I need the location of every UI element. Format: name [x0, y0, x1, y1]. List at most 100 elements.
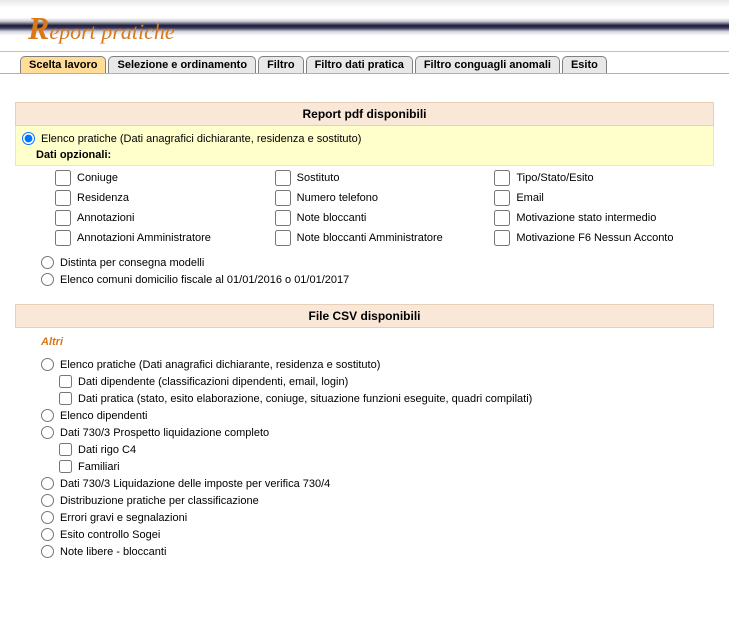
tab-filtro-conguagli-anomali[interactable]: Filtro conguagli anomali: [415, 56, 560, 73]
checkbox-dati-pratica-stato-esito-elabo[interactable]: [59, 392, 72, 405]
checkbox-label: Note bloccanti Amministratore: [297, 232, 443, 244]
checkbox-label: Motivazione stato intermedio: [516, 212, 656, 224]
radio-row: Dati 730/3 Prospetto liquidazione comple…: [41, 424, 714, 441]
radio-row: Distinta per consegna modelli: [15, 254, 714, 271]
csv-items: Elenco pratiche (Dati anagrafici dichiar…: [15, 352, 714, 564]
radio-esito-controllo-sogei[interactable]: [41, 528, 54, 541]
radio-label: Note libere - bloccanti: [60, 546, 166, 558]
radio-elenco-comuni-domicilio-fiscal[interactable]: [41, 273, 54, 286]
checkbox-dati-dipendente-classificazion[interactable]: [59, 375, 72, 388]
checkbox-annotazioni[interactable]: [55, 210, 71, 226]
radio-elenco-pratiche-pdf[interactable]: [22, 132, 35, 145]
radio-row: Errori gravi e segnalazioni: [41, 509, 714, 526]
radio-row: Elenco comuni domicilio fiscale al 01/01…: [15, 271, 714, 288]
radio-label: Elenco pratiche (Dati anagrafici dichiar…: [41, 133, 361, 145]
radio-distinta-per-consegna-modelli[interactable]: [41, 256, 54, 269]
checkbox-row: Familiari: [59, 458, 714, 475]
title-cap: R: [28, 10, 49, 46]
checkbox-row: Dati rigo C4: [59, 441, 714, 458]
tab-esito[interactable]: Esito: [562, 56, 607, 73]
col-2: Sostituto Numero telefono Note bloccanti No…: [275, 168, 495, 248]
checkbox-tipo-stato-esito[interactable]: [494, 170, 510, 186]
radio-row: Elenco dipendenti: [41, 407, 714, 424]
option-row: Annotazioni Amministratore: [55, 228, 275, 248]
radio-row: Elenco pratiche (Dati anagrafici dichiar…: [41, 356, 714, 373]
checkbox-label: Annotazioni Amministratore: [77, 232, 211, 244]
radio-label: Dati 730/3 Prospetto liquidazione comple…: [60, 427, 269, 439]
option-row: Coniuge: [55, 168, 275, 188]
checkbox-row: Dati dipendente (classificazioni dipende…: [59, 373, 714, 390]
radio-label: Elenco pratiche (Dati anagrafici dichiar…: [60, 359, 380, 371]
option-row: Numero telefono: [275, 188, 495, 208]
option-row: Annotazioni: [55, 208, 275, 228]
csv-section-header: File CSV disponibili: [15, 304, 714, 328]
checkbox-numero-telefono[interactable]: [275, 190, 291, 206]
pdf-main-option: Elenco pratiche (Dati anagrafici dichiar…: [15, 126, 714, 166]
checkbox-label: Dati rigo C4: [78, 444, 136, 456]
checkbox-label: Tipo/Stato/Esito: [516, 172, 593, 184]
tab-filtro-dati-pratica[interactable]: Filtro dati pratica: [306, 56, 413, 73]
title-rest: eport pratiche: [49, 19, 174, 44]
radio-label: Elenco dipendenti: [60, 410, 147, 422]
checkbox-row: Dati pratica (stato, esito elaborazione,…: [59, 390, 714, 407]
radio-row: Esito controllo Sogei: [41, 526, 714, 543]
header: Report pratiche: [0, 0, 729, 52]
radio-note-libere-bloccanti[interactable]: [41, 545, 54, 558]
option-row: Note bloccanti: [275, 208, 495, 228]
checkbox-label: Email: [516, 192, 544, 204]
option-row: Motivazione F6 Nessun Acconto: [494, 228, 714, 248]
checkbox-label: Dati dipendente (classificazioni dipende…: [78, 376, 348, 388]
option-row: Motivazione stato intermedio: [494, 208, 714, 228]
radio-elenco-dipendenti[interactable]: [41, 409, 54, 422]
page-title: Report pratiche: [28, 10, 175, 47]
radio-distribuzione-pratiche-per-cla[interactable]: [41, 494, 54, 507]
col-1: Coniuge Residenza Annotazioni Annotazioni A…: [55, 168, 275, 248]
checkbox-sostituto[interactable]: [275, 170, 291, 186]
radio-row: Distribuzione pratiche per classificazio…: [41, 492, 714, 509]
option-row: Residenza: [55, 188, 275, 208]
tab-filtro[interactable]: Filtro: [258, 56, 304, 73]
checkbox-label: Note bloccanti: [297, 212, 367, 224]
radio-errori-gravi-e-segnalazioni[interactable]: [41, 511, 54, 524]
checkbox-label: Residenza: [77, 192, 129, 204]
radio-label: Dati 730/3 Liquidazione delle imposte pe…: [60, 478, 330, 490]
radio-dati-730-3-liquidazione-delle-[interactable]: [41, 477, 54, 490]
radio-elenco-pratiche-dati-anagrafic[interactable]: [41, 358, 54, 371]
option-row: Email: [494, 188, 714, 208]
checkbox-note-bloccanti-amministratore[interactable]: [275, 230, 291, 246]
checkbox-label: Motivazione F6 Nessun Acconto: [516, 232, 673, 244]
checkbox-motivazione-f6-nessun-acconto[interactable]: [494, 230, 510, 246]
checkbox-dati-rigo-c4[interactable]: [59, 443, 72, 456]
tab-selezione-e-ordinamento[interactable]: Selezione e ordinamento: [108, 56, 256, 73]
option-row: Note bloccanti Amministratore: [275, 228, 495, 248]
checkbox-label: Familiari: [78, 461, 120, 473]
optional-columns: Coniuge Residenza Annotazioni Annotazioni A…: [55, 168, 714, 248]
radio-label: Errori gravi e segnalazioni: [60, 512, 187, 524]
radio-row: Dati 730/3 Liquidazione delle imposte pe…: [41, 475, 714, 492]
checkbox-label: Numero telefono: [297, 192, 378, 204]
checkbox-note-bloccanti[interactable]: [275, 210, 291, 226]
radio-label: Distinta per consegna modelli: [60, 257, 204, 269]
radio-dati-730-3-prospetto-liquidazi[interactable]: [41, 426, 54, 439]
radio-row: Note libere - bloccanti: [41, 543, 714, 560]
checkbox-annotazioni-amministratore[interactable]: [55, 230, 71, 246]
radio-label: Elenco comuni domicilio fiscale al 01/01…: [60, 274, 349, 286]
dati-opzionali-label: Dati opzionali:: [36, 149, 707, 161]
pdf-section-header: Report pdf disponibili: [15, 102, 714, 126]
checkbox-motivazione-stato-intermedio[interactable]: [494, 210, 510, 226]
checkbox-label: Sostituto: [297, 172, 340, 184]
checkbox-residenza[interactable]: [55, 190, 71, 206]
radio-label: Distribuzione pratiche per classificazio…: [60, 495, 259, 507]
checkbox-familiari[interactable]: [59, 460, 72, 473]
radio-label: Esito controllo Sogei: [60, 529, 160, 541]
option-row: Sostituto: [275, 168, 495, 188]
tabs: Scelta lavoroSelezione e ordinamentoFilt…: [0, 52, 729, 74]
checkbox-label: Dati pratica (stato, esito elaborazione,…: [78, 393, 532, 405]
checkbox-coniuge[interactable]: [55, 170, 71, 186]
pdf-extra-radios: Distinta per consegna modelli Elenco comu…: [15, 254, 714, 288]
checkbox-label: Coniuge: [77, 172, 118, 184]
checkbox-email[interactable]: [494, 190, 510, 206]
option-row: Tipo/Stato/Esito: [494, 168, 714, 188]
tab-scelta-lavoro[interactable]: Scelta lavoro: [20, 56, 106, 73]
col-3: Tipo/Stato/Esito Email Motivazione stato i…: [494, 168, 714, 248]
